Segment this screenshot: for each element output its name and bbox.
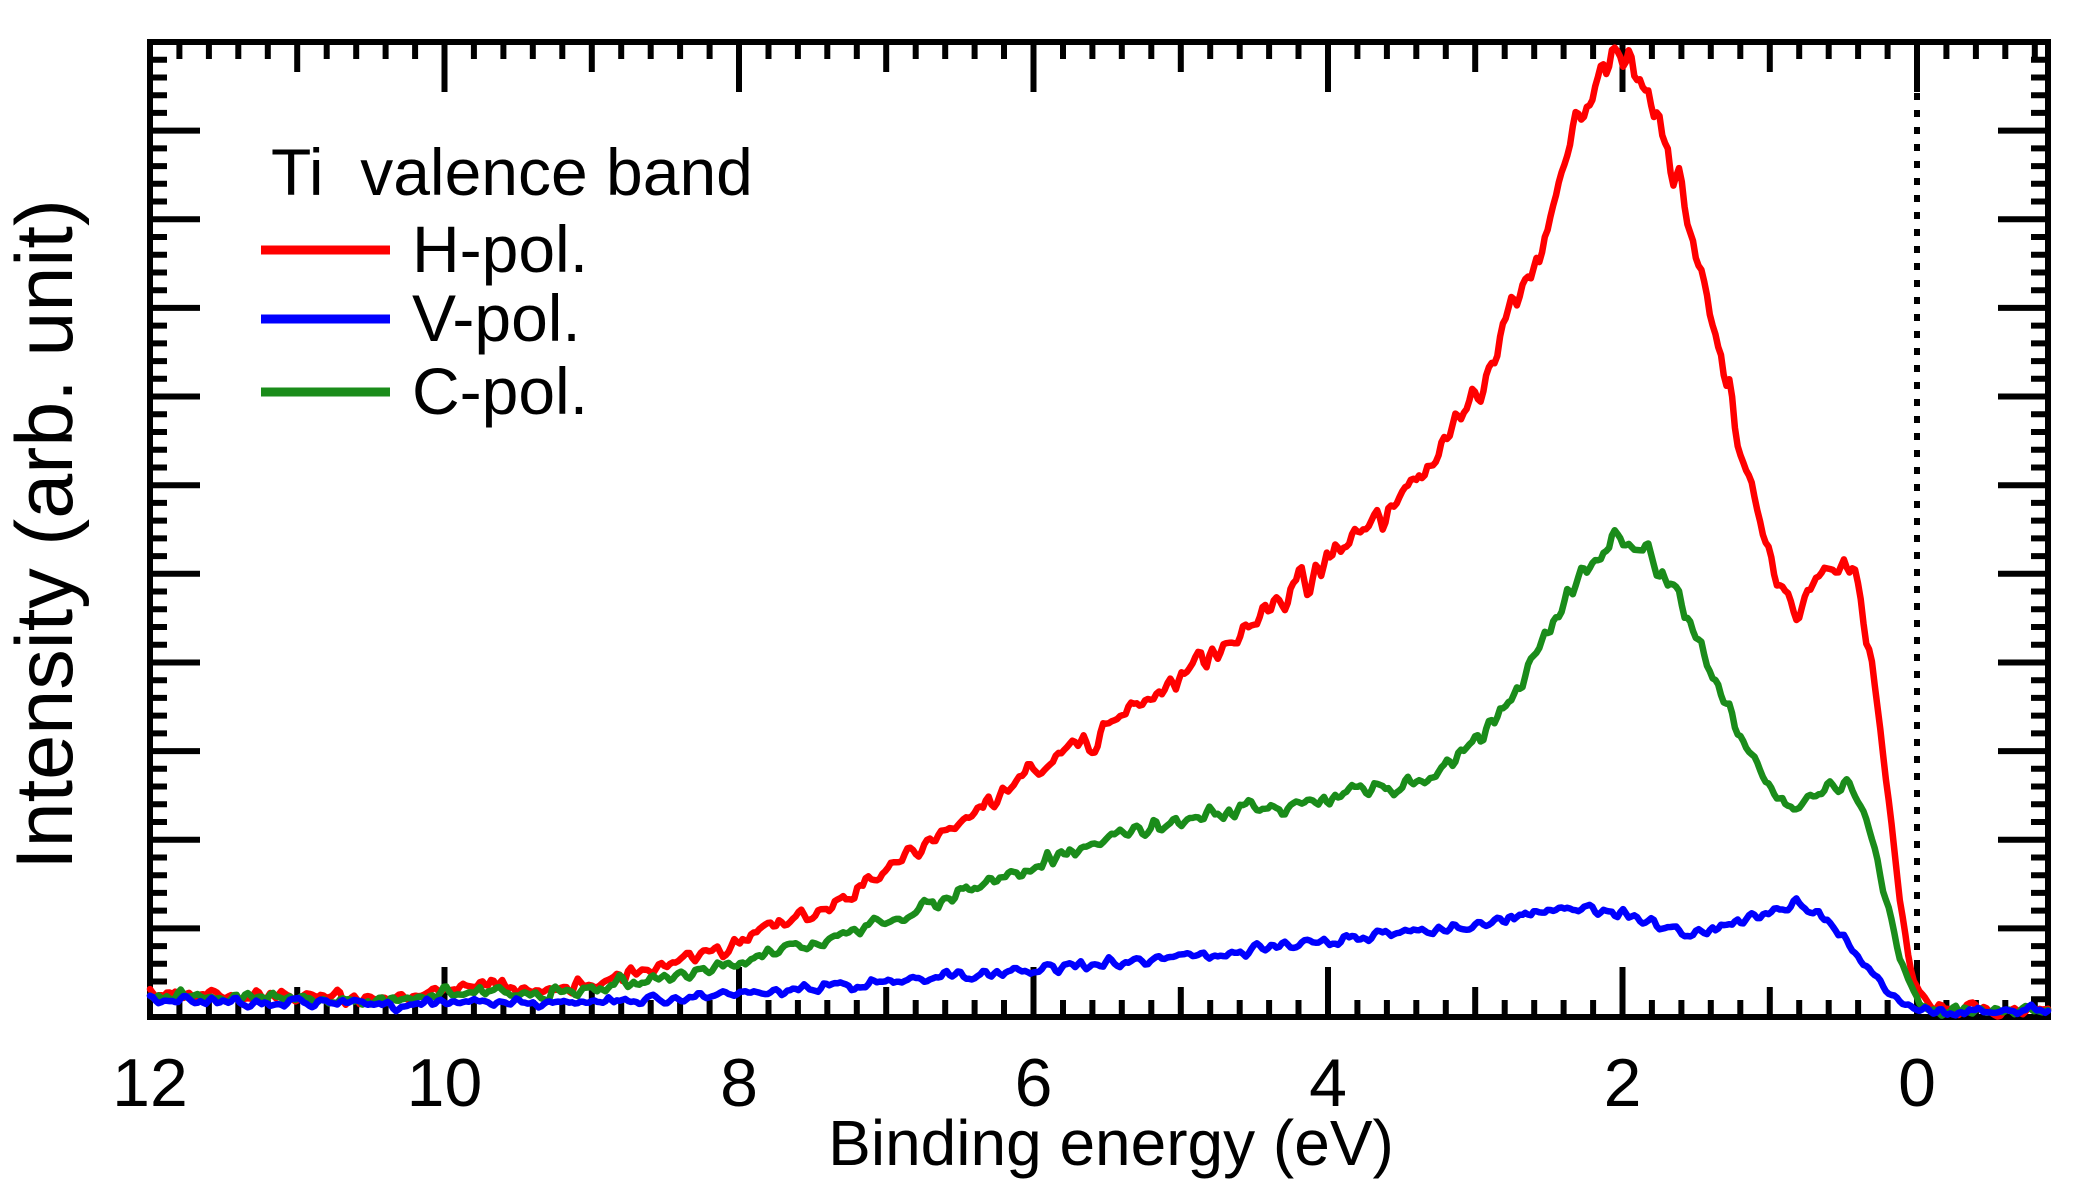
svg-text:0: 0 [1898, 1045, 1936, 1121]
svg-text:Intensity (arb. unit): Intensity (arb. unit) [0, 199, 90, 870]
svg-text:Binding energy (eV): Binding energy (eV) [828, 1107, 1394, 1179]
svg-text:8: 8 [720, 1045, 758, 1121]
svg-text:C-pol.: C-pol. [412, 354, 588, 428]
svg-text:10: 10 [407, 1045, 483, 1121]
svg-text:2: 2 [1604, 1045, 1642, 1121]
svg-text:H-pol.: H-pol. [412, 212, 588, 286]
svg-text:Ti valence band: Ti valence band [271, 135, 753, 209]
svg-text:12: 12 [112, 1045, 188, 1121]
svg-text:V-pol.: V-pol. [412, 281, 581, 355]
